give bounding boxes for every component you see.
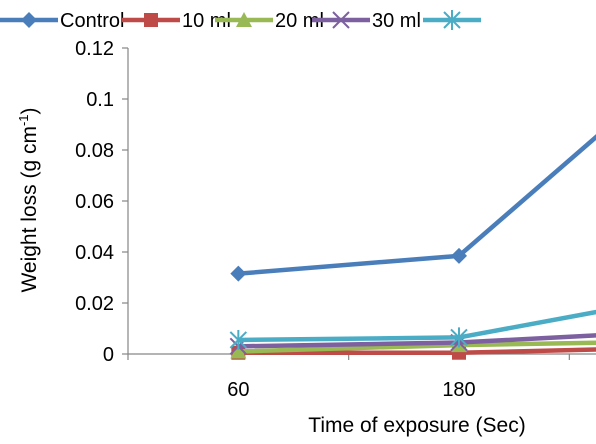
series-line	[238, 134, 596, 276]
legend-item-1: 10 ml	[122, 10, 231, 32]
y-tick-label: 0.02	[75, 293, 114, 315]
data-point	[230, 265, 247, 282]
legend-marker	[236, 12, 252, 27]
series-0	[230, 134, 596, 282]
legend: Control 10 ml 20 ml 30 ml	[0, 10, 481, 32]
legend-label: 10 ml	[182, 10, 231, 32]
legend-label: Control	[60, 10, 124, 32]
legend-item-4	[423, 10, 481, 30]
y-axis-title-main: Weight loss (g cm	[18, 126, 41, 293]
y-tick-label: 0.08	[75, 140, 114, 162]
legend-marker	[443, 10, 461, 30]
legend-item-0: Control	[0, 10, 124, 32]
x-tick-label: 60	[227, 379, 249, 401]
y-axis-title-superscript: -1	[16, 114, 31, 126]
y-tick-label: 0.06	[75, 191, 114, 213]
plot-area	[229, 134, 596, 360]
x-axis-title: Time of exposure (Sec)	[308, 414, 525, 437]
data-point	[229, 329, 248, 350]
y-tick-label: 0	[103, 344, 114, 366]
legend-marker	[332, 11, 350, 29]
legend-marker	[21, 12, 37, 28]
series-line	[238, 309, 596, 343]
y-axis-title-tail: )	[18, 107, 41, 114]
legend-item-3: 30 ml	[312, 10, 421, 32]
y-tick-label: 0.04	[75, 242, 114, 264]
axes: 00.020.040.060.080.10.126018030	[75, 38, 596, 401]
y-tick-label: 0.1	[86, 89, 114, 111]
y-tick-label: 0.12	[75, 38, 114, 60]
legend-marker	[144, 13, 158, 27]
data-point	[450, 327, 468, 348]
data-point	[451, 247, 467, 264]
x-tick-label: 180	[442, 379, 475, 401]
y-axis-title: Weight loss (g cm-1)	[16, 107, 41, 292]
data-point	[230, 343, 247, 359]
legend-item-2: 20 ml	[215, 10, 324, 32]
series-4	[229, 309, 596, 350]
legend-label: 20 ml	[275, 10, 324, 32]
legend-label: 30 ml	[372, 10, 421, 32]
